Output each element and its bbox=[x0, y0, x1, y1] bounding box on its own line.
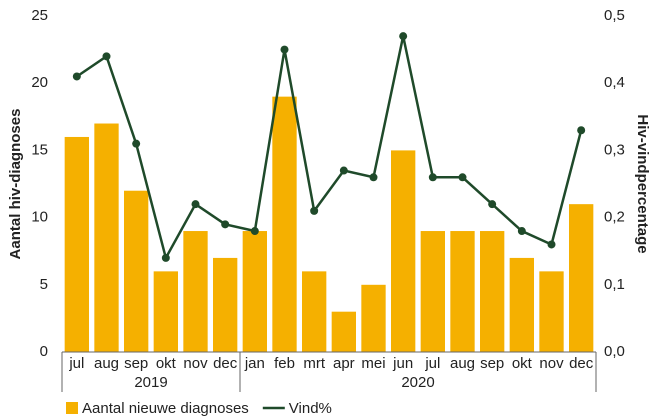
x-tick-label: aug bbox=[450, 355, 475, 372]
x-tick-label: jun bbox=[392, 355, 413, 372]
bar bbox=[153, 271, 178, 352]
line-marker bbox=[280, 45, 289, 54]
x-tick-label: sep bbox=[480, 355, 504, 372]
bar bbox=[331, 311, 356, 352]
y-tick-label: 20 bbox=[31, 74, 48, 91]
x-tick-label: okt bbox=[156, 355, 177, 372]
line-marker bbox=[250, 227, 259, 236]
line-marker bbox=[577, 126, 586, 135]
line-marker bbox=[310, 206, 319, 215]
group-label: 2020 bbox=[401, 374, 434, 391]
bar bbox=[361, 284, 386, 352]
bar bbox=[480, 231, 505, 352]
bar bbox=[420, 231, 445, 352]
line-marker bbox=[369, 173, 378, 182]
line-marker bbox=[102, 52, 111, 61]
x-tick-label: nov bbox=[183, 355, 208, 372]
line-marker bbox=[458, 173, 467, 182]
line-marker bbox=[221, 220, 230, 229]
y2-tick-label: 0,0 bbox=[604, 343, 625, 360]
bar bbox=[242, 231, 267, 352]
bar bbox=[539, 271, 564, 352]
x-tick-label: jan bbox=[244, 355, 265, 372]
bar bbox=[124, 190, 149, 352]
x-tick-label: aug bbox=[94, 355, 119, 372]
y2-tick-label: 0,2 bbox=[604, 209, 625, 226]
y2-tick-label: 0,1 bbox=[604, 276, 625, 293]
line-marker bbox=[428, 173, 437, 182]
y2-tick-label: 0,4 bbox=[604, 74, 625, 91]
legend-label: Vind% bbox=[289, 400, 332, 417]
x-tick-label: nov bbox=[539, 355, 564, 372]
y-tick-label: 25 bbox=[31, 7, 48, 24]
bar bbox=[64, 136, 89, 352]
line-marker bbox=[72, 72, 81, 81]
y-tick-label: 5 bbox=[40, 276, 48, 293]
x-tick-label: apr bbox=[333, 355, 355, 372]
bar bbox=[272, 96, 297, 352]
legend-label: Aantal nieuwe diagnoses bbox=[82, 400, 249, 417]
x-tick-label: sep bbox=[124, 355, 148, 372]
line-marker bbox=[399, 32, 408, 41]
y-tick-label: 15 bbox=[31, 141, 48, 158]
x-tick-label: mei bbox=[361, 355, 385, 372]
y2-tick-label: 0,3 bbox=[604, 141, 625, 158]
line-marker bbox=[132, 139, 141, 148]
line-marker bbox=[547, 240, 556, 249]
line-marker bbox=[517, 227, 526, 236]
y-tick-label: 0 bbox=[40, 343, 48, 360]
x-tick-label: okt bbox=[512, 355, 533, 372]
line-marker bbox=[161, 253, 170, 262]
bar bbox=[302, 271, 327, 352]
line-marker bbox=[191, 200, 200, 209]
y-axis-title: Aantal hiv-diagnoses bbox=[7, 109, 24, 260]
x-tick-label: mrt bbox=[303, 355, 325, 372]
group-label: 2019 bbox=[134, 374, 167, 391]
x-tick-label: jul bbox=[68, 355, 84, 372]
line-marker bbox=[488, 200, 497, 209]
legend-swatch bbox=[66, 402, 78, 414]
x-tick-label: jul bbox=[424, 355, 440, 372]
x-tick-label: dec bbox=[213, 355, 238, 372]
bar bbox=[183, 231, 208, 352]
bar bbox=[391, 150, 416, 352]
y-tick-label: 10 bbox=[31, 209, 48, 226]
x-tick-label: feb bbox=[274, 355, 295, 372]
line-marker bbox=[339, 166, 348, 175]
x-tick-label: dec bbox=[569, 355, 594, 372]
y2-tick-label: 0,5 bbox=[604, 7, 625, 24]
bar bbox=[569, 204, 594, 352]
bar bbox=[450, 231, 475, 352]
bar bbox=[509, 257, 534, 352]
bar bbox=[94, 123, 119, 353]
bar bbox=[213, 257, 238, 352]
line bbox=[76, 35, 583, 262]
y2-axis-title: Hiv-vindpercentage bbox=[634, 114, 651, 253]
